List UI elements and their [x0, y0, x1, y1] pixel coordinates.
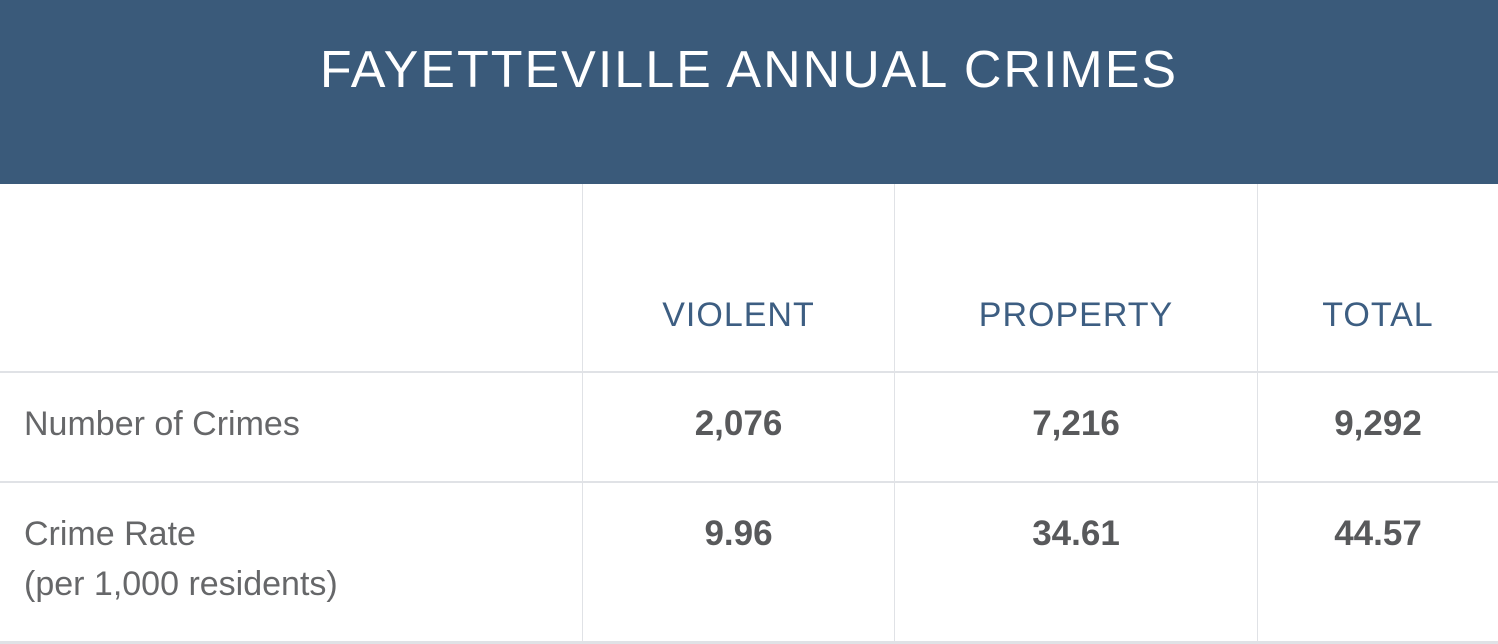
- annual-crimes-table: VIOLENT PROPERTY TOTAL Number of Crimes …: [0, 184, 1498, 644]
- table-title-banner: FAYETTEVILLE ANNUAL CRIMES: [0, 0, 1498, 184]
- cell-property-rate: 34.61: [894, 483, 1257, 641]
- cell-violent-rate: 9.96: [582, 483, 894, 641]
- column-header-cell-total: TOTAL: [1257, 184, 1498, 371]
- corner-spacer-cell: [0, 184, 582, 371]
- table-row-crime-rate: Crime Rate (per 1,000 residents) 9.96 34…: [0, 481, 1498, 641]
- page-title: FAYETTEVILLE ANNUAL CRIMES: [319, 41, 1179, 99]
- table-header-row: VIOLENT PROPERTY TOTAL: [0, 184, 1498, 371]
- column-header-cell-property: PROPERTY: [894, 184, 1257, 371]
- cell-total-count: 9,292: [1257, 373, 1498, 481]
- column-header-violent: VIOLENT: [662, 296, 815, 334]
- row-label-text: Crime Rate: [24, 515, 196, 553]
- table-row-number-of-crimes: Number of Crimes 2,076 7,216 9,292: [0, 371, 1498, 481]
- row-label-text: Number of Crimes: [24, 405, 300, 443]
- row-label-subtext: (per 1,000 residents): [24, 565, 338, 603]
- cell-violent-count: 2,076: [582, 373, 894, 481]
- column-header-property: PROPERTY: [978, 296, 1174, 334]
- row-label-number-of-crimes: Number of Crimes: [0, 373, 582, 481]
- column-header-total: TOTAL: [1322, 296, 1434, 334]
- row-label-crime-rate: Crime Rate (per 1,000 residents): [0, 483, 582, 641]
- cell-property-count: 7,216: [894, 373, 1257, 481]
- cell-total-rate: 44.57: [1257, 483, 1498, 641]
- column-header-cell-violent: VIOLENT: [582, 184, 894, 371]
